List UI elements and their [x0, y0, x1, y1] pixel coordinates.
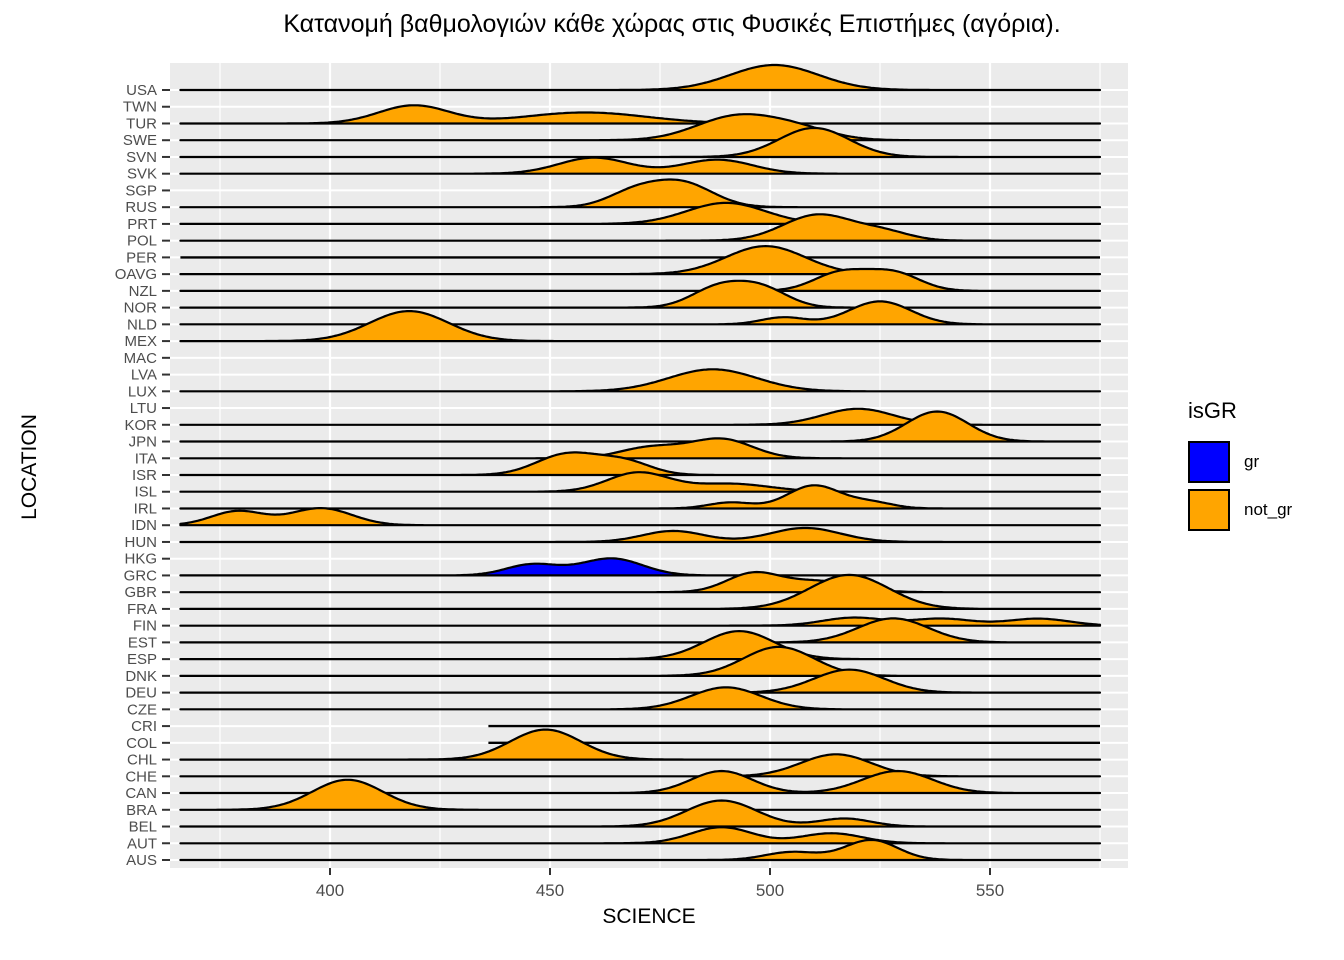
ridge-RUS	[179, 178, 1102, 209]
y-tick-label-ITA: ITA	[135, 450, 157, 467]
y-tick-label-NOR: NOR	[124, 300, 158, 317]
y-tick-label-COL: COL	[126, 735, 157, 752]
y-tick-label-BRA: BRA	[126, 802, 157, 819]
ridge-ISL	[179, 471, 1102, 493]
y-tick-label-AUT: AUT	[127, 835, 157, 852]
y-tick-label-DNK: DNK	[125, 668, 157, 685]
y-tick-label-DEU: DEU	[125, 685, 157, 702]
ridge-GBR	[179, 570, 1102, 594]
legend-label-not-gr: not_gr	[1244, 500, 1293, 519]
ridge-GRC	[179, 557, 1102, 577]
y-tick-label-HKG: HKG	[124, 551, 157, 568]
ridge-POL	[179, 213, 1102, 242]
not-gr-swatch	[1188, 489, 1230, 531]
ridge-BRA	[179, 778, 1102, 811]
ridge-ISR	[179, 451, 1102, 477]
y-tick-label-GRC: GRC	[124, 567, 158, 584]
gr-swatch	[1188, 441, 1230, 483]
y-tick-label-NLD: NLD	[127, 316, 157, 333]
ridge-SVN	[179, 126, 1102, 159]
y-tick-label-ESP: ESP	[127, 651, 157, 668]
y-tick-label-NZL: NZL	[129, 283, 157, 300]
y-tick-label-IDN: IDN	[131, 517, 157, 534]
y-tick-label-CHL: CHL	[127, 752, 157, 769]
ridge-CHL	[179, 728, 1102, 761]
y-tick-label-RUS: RUS	[125, 199, 157, 216]
y-tick-label-CZE: CZE	[127, 701, 157, 718]
y-tick-label-BEL: BEL	[129, 819, 157, 836]
y-tick-label-FRA: FRA	[127, 601, 157, 618]
ridge-OAVG	[179, 245, 1102, 276]
ridge-DEU	[179, 668, 1102, 694]
ridge-TUR	[179, 104, 1102, 125]
y-tick-label-FIN: FIN	[133, 618, 157, 635]
x-axis-label: SCIENCE	[602, 905, 696, 928]
y-tick-label-LTU: LTU	[130, 400, 157, 417]
chart-title: Κατανομή βαθμολογιών κάθε χώρας στις Φυσ…	[283, 10, 1061, 38]
y-tick-label-GBR: GBR	[124, 584, 157, 601]
y-tick-label-LUX: LUX	[128, 383, 157, 400]
ridge-NLD	[179, 300, 1102, 326]
ridge-MEX	[179, 310, 1102, 343]
y-tick-label-HUN: HUN	[125, 534, 158, 551]
ridge-SWE	[179, 113, 1102, 142]
y-tick-label-CHE: CHE	[125, 768, 157, 785]
ridge-LUX	[179, 368, 1102, 393]
ridge-JPN	[179, 410, 1102, 443]
y-tick-label-MAC: MAC	[124, 350, 158, 367]
ridge-NZL	[179, 267, 1102, 292]
y-tick-label-PRT: PRT	[127, 216, 157, 233]
y-tick-label-TUR: TUR	[126, 115, 157, 132]
legend-key-gr: gr	[1188, 438, 1292, 486]
y-tick-label-LVA: LVA	[131, 367, 157, 384]
ridge-USA	[179, 63, 1102, 92]
ridge-SVK	[179, 156, 1102, 175]
legend: isGR gr not_gr	[1188, 398, 1292, 534]
y-tick-label-KOR: KOR	[124, 417, 157, 434]
y-tick-label-SVK: SVK	[127, 166, 157, 183]
legend-key-not-gr: not_gr	[1188, 486, 1292, 534]
y-tick-label-PER: PER	[126, 249, 157, 266]
y-tick-label-SWE: SWE	[123, 132, 157, 149]
x-tick-label: 500	[756, 881, 784, 900]
legend-title: isGR	[1188, 398, 1237, 423]
ridge-PRT	[179, 201, 1102, 225]
y-tick-label-SGP: SGP	[125, 182, 157, 199]
ridge-DNK	[179, 645, 1102, 677]
x-tick-label: 550	[976, 881, 1004, 900]
y-axis-label: LOCATION	[18, 414, 41, 520]
y-tick-label-MEX: MEX	[124, 333, 157, 350]
y-tick-label-TWN: TWN	[123, 99, 157, 116]
y-tick-label-POL: POL	[127, 233, 157, 250]
ridge-NOR	[179, 279, 1102, 309]
x-tick-label: 400	[316, 881, 344, 900]
y-tick-label-OAVG: OAVG	[115, 266, 157, 283]
y-tick-label-EST: EST	[128, 634, 157, 651]
ridge-CHE	[179, 753, 1102, 778]
y-tick-label-AUS: AUS	[126, 852, 157, 869]
ridge-BEL	[179, 799, 1102, 828]
legend-label-gr: gr	[1244, 452, 1260, 471]
ridge-AUS	[179, 838, 1102, 862]
y-tick-label-JPN: JPN	[129, 434, 157, 451]
ridge-HUN	[179, 526, 1102, 544]
y-tick-label-CRI: CRI	[131, 718, 157, 735]
x-tick-label: 450	[536, 881, 564, 900]
ridge-ITA	[179, 437, 1102, 460]
y-tick-label-ISR: ISR	[132, 467, 157, 484]
y-tick-label-CAN: CAN	[125, 785, 157, 802]
ridge-FRA	[179, 573, 1102, 610]
ridge-ESP	[179, 630, 1102, 661]
y-tick-label-ISL: ISL	[134, 484, 157, 501]
y-tick-label-USA: USA	[126, 82, 157, 99]
ridge-EST	[179, 617, 1102, 644]
y-tick-label-IRL: IRL	[134, 500, 157, 517]
ridge-IDN	[179, 507, 1102, 527]
y-tick-label-SVN: SVN	[126, 149, 157, 166]
ridge-CZE	[179, 686, 1102, 711]
